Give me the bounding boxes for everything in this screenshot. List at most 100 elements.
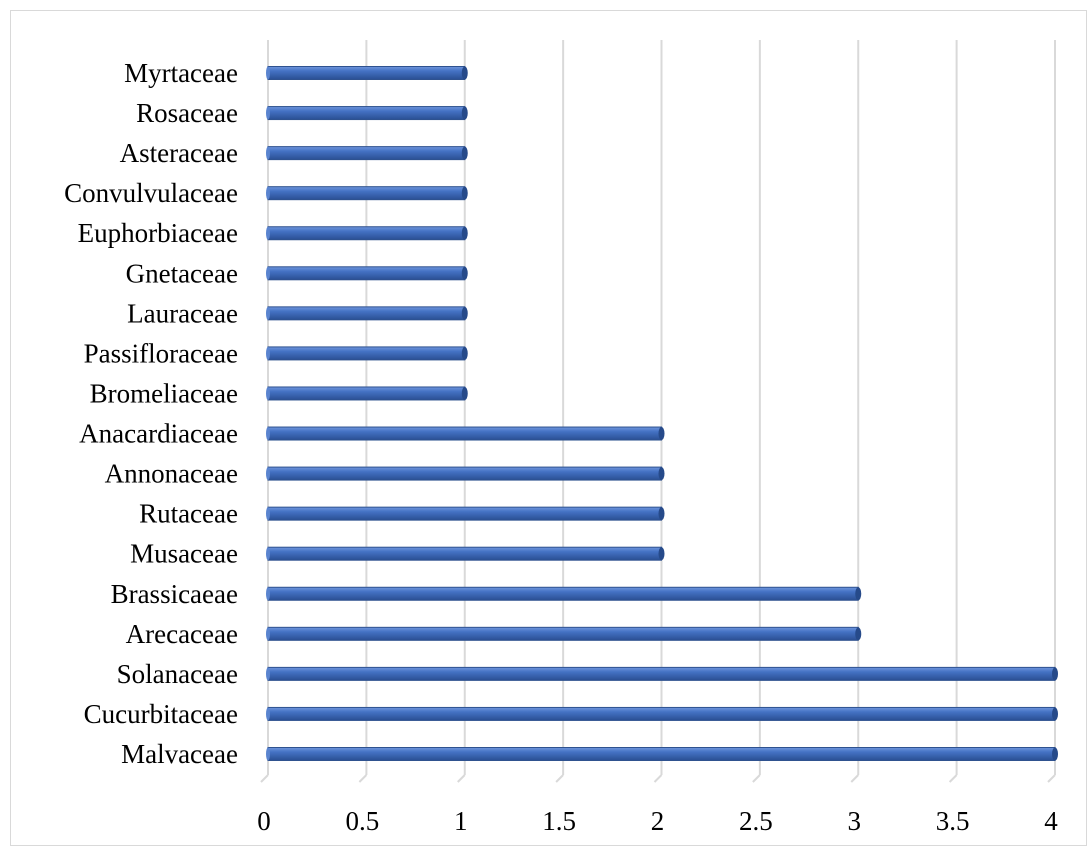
bar-start-cap: [266, 627, 270, 641]
category-label: Rosaceae: [136, 98, 238, 128]
bar: [267, 186, 466, 201]
bar-end-cap: [1052, 667, 1058, 681]
bar-start-cap: [266, 547, 270, 561]
category-label: Malvaceae: [121, 739, 238, 769]
bar: [267, 146, 466, 161]
bar-start-cap: [266, 106, 270, 120]
category-labels: Malvaceae Cucurbitaceae Solanaceae Arecacea…: [64, 58, 238, 769]
bar-start-cap: [266, 146, 270, 160]
bar: [267, 666, 1056, 681]
bar: [267, 546, 662, 561]
bar: [267, 586, 859, 601]
category-label: Cucurbitaceae: [84, 699, 238, 729]
bar-start-cap: [266, 707, 270, 721]
bar-end-cap: [658, 467, 665, 481]
category-label: Anacardiaceae: [79, 419, 238, 449]
bar-start-cap: [266, 186, 270, 200]
category-label: Asteraceae: [120, 138, 238, 168]
bar-end-cap: [461, 266, 468, 280]
bar-start-cap: [266, 66, 270, 80]
category-label: Musaceae: [130, 539, 238, 569]
bar-solanaceae: [266, 666, 1058, 681]
bar-start-cap: [266, 747, 270, 761]
bar: [267, 386, 466, 401]
x-tick-label: 0: [257, 806, 271, 836]
bar: [267, 747, 1056, 761]
bar-start-cap: [266, 667, 270, 681]
bar-end-cap: [855, 587, 862, 601]
bar: [267, 106, 466, 121]
grid-floor-tick: [457, 774, 466, 783]
x-tick-label: 1.5: [542, 806, 576, 836]
category-label: Gnetaceae: [126, 258, 238, 288]
bar-anacardiaceae: [266, 426, 665, 441]
bar-end-cap: [461, 186, 468, 200]
category-label: Brassicaeae: [111, 579, 238, 609]
bar: [267, 466, 662, 481]
category-label: Arecaceae: [126, 619, 238, 649]
bar-brassicaeae: [266, 586, 862, 601]
category-label: Bromeliaceae: [90, 378, 238, 408]
bar-malvaceae: [266, 747, 1058, 761]
bar-bromeliaceae: [266, 386, 468, 401]
bar-start-cap: [266, 467, 270, 481]
x-tick-label: 0.5: [346, 806, 380, 836]
category-label: Annonaceae: [105, 459, 238, 489]
x-tick-label: 2: [651, 806, 665, 836]
bar: [267, 306, 466, 321]
bar-rosaceae: [266, 106, 468, 121]
x-tick-label: 2.5: [739, 806, 773, 836]
bar-start-cap: [266, 266, 270, 280]
grid-floor-tick: [948, 774, 958, 783]
bars: [266, 66, 1058, 761]
bar-annonaceae: [266, 466, 665, 481]
bar-end-cap: [855, 627, 862, 641]
category-label: Rutaceae: [139, 499, 238, 529]
bar-end-cap: [461, 306, 468, 320]
bar-end-cap: [658, 547, 665, 561]
bar: [267, 706, 1056, 721]
category-label: Euphorbiaceae: [78, 218, 238, 248]
x-tick-label: 4: [1044, 806, 1058, 836]
x-tick-label: 1: [454, 806, 468, 836]
bar-end-cap: [461, 106, 468, 120]
bar-start-cap: [266, 306, 270, 320]
grid-floor-tick: [850, 774, 859, 783]
bar-asteraceae: [266, 146, 468, 161]
bar-myrtaceae: [266, 66, 468, 80]
bar-start-cap: [266, 386, 270, 400]
category-label: Solanaceae: [117, 659, 238, 689]
bar-convulvulaceae: [266, 186, 468, 201]
gridlines: [260, 40, 1056, 783]
bar-end-cap: [1052, 747, 1058, 761]
bar-end-cap: [461, 346, 468, 360]
bar-start-cap: [266, 587, 270, 601]
category-label: Convulvulaceae: [64, 178, 238, 208]
bar-musaceae: [266, 546, 665, 561]
bar-arecaceae: [266, 626, 862, 641]
bar-start-cap: [266, 507, 270, 521]
bar-end-cap: [658, 427, 665, 441]
bar: [267, 346, 466, 361]
bar-start-cap: [266, 427, 270, 441]
category-label: Passifloraceae: [84, 338, 238, 368]
bar-gnetaceae: [266, 266, 468, 281]
bar-passifloraceae: [266, 346, 468, 361]
bar: [267, 426, 662, 441]
bar-end-cap: [1052, 707, 1058, 721]
bar-cucurbitaceae: [266, 706, 1058, 721]
bar: [267, 266, 466, 281]
grid-floor-tick: [1047, 774, 1056, 783]
grid-floor-tick: [260, 774, 269, 783]
bar-end-cap: [461, 66, 468, 80]
bar: [267, 626, 859, 641]
x-tick-labels: 0 0.5 1 1.5 2 2.5 3 3.5 4: [257, 806, 1058, 836]
bar-end-cap: [461, 146, 468, 160]
bar-end-cap: [461, 386, 468, 400]
bar-start-cap: [266, 346, 270, 360]
x-tick-label: 3.5: [936, 806, 970, 836]
bar-lauraceae: [266, 306, 468, 321]
bar-end-cap: [461, 226, 468, 240]
x-tick-label: 3: [848, 806, 862, 836]
